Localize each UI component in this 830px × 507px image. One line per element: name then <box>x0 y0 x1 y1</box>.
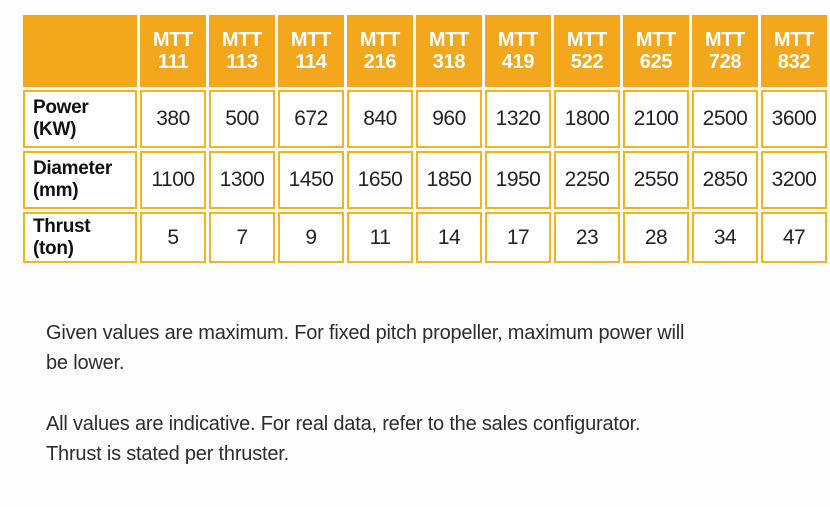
table-cell-diameter-1: 1300 <box>209 151 275 209</box>
table-cell-thrust-9: 47 <box>761 212 827 263</box>
thruster-spec-table: MTT 111 MTT 113 MTT 114 MTT 216 MTT 318 MTT 4… <box>20 12 830 266</box>
table-cell-thrust-1: 7 <box>209 212 275 263</box>
note-indicative-values: All values are indicative. For real data… <box>46 412 641 466</box>
table-cell-thrust-2: 9 <box>278 212 344 263</box>
column-header-mtt-114: MTT 114 <box>278 15 344 87</box>
table-cell-power-4: 960 <box>416 90 482 148</box>
table-cell-thrust-6: 23 <box>554 212 620 263</box>
table-row-power: Power (KW) 380 500 672 840 960 1320 1800 2100 250… <box>23 90 827 148</box>
table-cell-power-1: 500 <box>209 90 275 148</box>
corner-cell <box>23 15 137 87</box>
table-cell-diameter-0: 1100 <box>140 151 206 209</box>
table-cell-thrust-3: 11 <box>347 212 413 263</box>
table-cell-thrust-4: 14 <box>416 212 482 263</box>
spec-table-header: MTT 111 MTT 113 MTT 114 MTT 216 MTT 318 MTT 4… <box>23 15 827 87</box>
footnotes: Given values are maximum. For fixed pitc… <box>46 318 786 500</box>
table-cell-thrust-7: 28 <box>623 212 689 263</box>
column-header-mtt-111: MTT 111 <box>140 15 206 87</box>
table-cell-diameter-2: 1450 <box>278 151 344 209</box>
table-cell-thrust-5: 17 <box>485 212 551 263</box>
column-header-mtt-113: MTT 113 <box>209 15 275 87</box>
row-label-thrust: Thrust (ton) <box>23 212 137 263</box>
table-cell-power-7: 2100 <box>623 90 689 148</box>
table-cell-power-3: 840 <box>347 90 413 148</box>
table-cell-diameter-7: 2550 <box>623 151 689 209</box>
row-label-diameter: Diameter (mm) <box>23 151 137 209</box>
table-row-thrust: Thrust (ton) 5 7 9 11 14 17 23 28 34 47 <box>23 212 827 263</box>
table-row-diameter: Diameter (mm) 1100 1300 1450 1650 1850 1950 225… <box>23 151 827 209</box>
column-header-mtt-419: MTT 419 <box>485 15 551 87</box>
header-row: MTT 111 MTT 113 MTT 114 MTT 216 MTT 318 MTT 4… <box>23 15 827 87</box>
column-header-mtt-625: MTT 625 <box>623 15 689 87</box>
column-header-mtt-318: MTT 318 <box>416 15 482 87</box>
table-cell-power-9: 3600 <box>761 90 827 148</box>
column-header-mtt-728: MTT 728 <box>692 15 758 87</box>
table-cell-power-2: 672 <box>278 90 344 148</box>
table-cell-thrust-8: 34 <box>692 212 758 263</box>
table-cell-diameter-5: 1950 <box>485 151 551 209</box>
table-cell-diameter-6: 2250 <box>554 151 620 209</box>
column-header-mtt-832: MTT 832 <box>761 15 827 87</box>
table-cell-thrust-0: 5 <box>140 212 206 263</box>
column-header-mtt-522: MTT 522 <box>554 15 620 87</box>
column-header-mtt-216: MTT 216 <box>347 15 413 87</box>
table-cell-diameter-9: 3200 <box>761 151 827 209</box>
table-cell-power-8: 2500 <box>692 90 758 148</box>
note-max-values: Given values are maximum. For fixed pitc… <box>46 322 685 375</box>
table-cell-power-5: 1320 <box>485 90 551 148</box>
table-cell-diameter-3: 1650 <box>347 151 413 209</box>
table-cell-power-0: 380 <box>140 90 206 148</box>
row-label-power: Power (KW) <box>23 90 137 148</box>
table-cell-diameter-8: 2850 <box>692 151 758 209</box>
table-cell-diameter-4: 1850 <box>416 151 482 209</box>
spec-table-body: Power (KW) 380 500 672 840 960 1320 1800 2100 250… <box>23 90 827 263</box>
table-cell-power-6: 1800 <box>554 90 620 148</box>
